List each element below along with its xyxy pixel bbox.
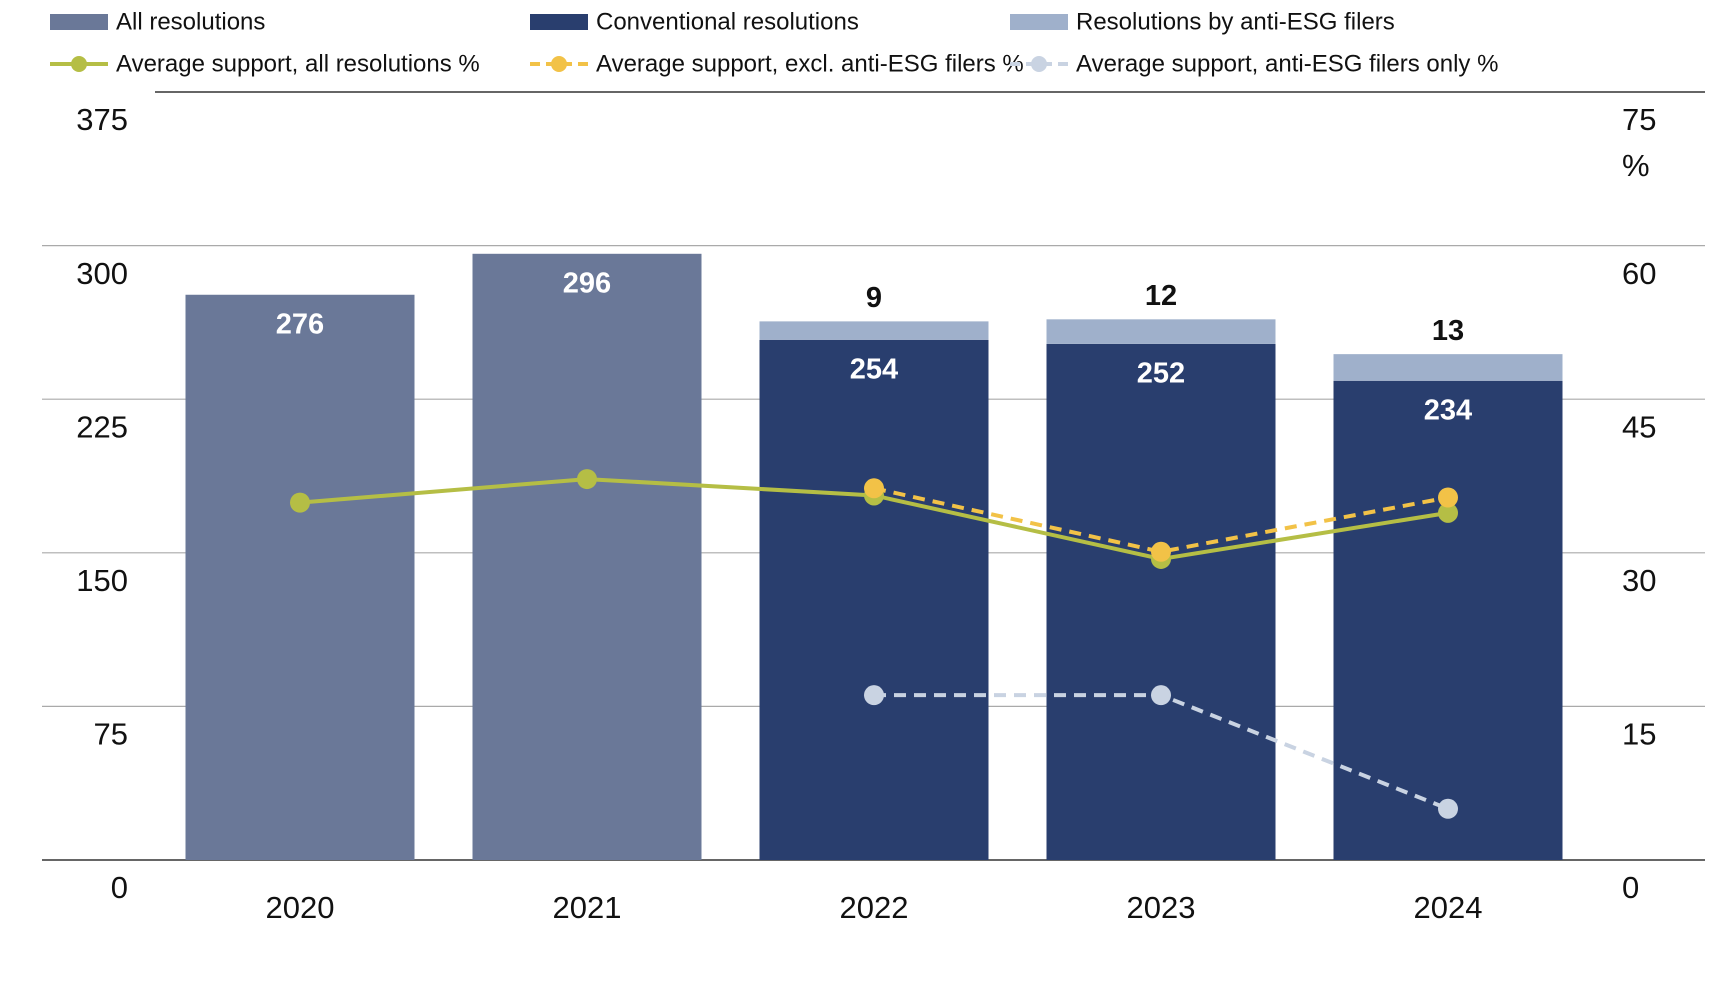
legend-swatch — [1031, 56, 1047, 72]
bar — [759, 339, 989, 861]
y2-tick-label: 45 — [1622, 409, 1656, 444]
legend-swatch — [530, 14, 588, 30]
bar — [1046, 343, 1276, 860]
line-point — [1151, 685, 1171, 706]
line-point — [577, 469, 597, 490]
data-label: 12 — [1145, 280, 1177, 312]
bar — [472, 253, 702, 861]
bar — [185, 294, 415, 860]
legend-label: All resolutions — [116, 8, 265, 35]
legend-swatch — [551, 56, 567, 72]
y-tick-label: 150 — [76, 563, 128, 598]
x-tick-label: 2024 — [1414, 890, 1483, 925]
x-tick-label: 2021 — [553, 890, 622, 925]
line-point — [1438, 487, 1458, 508]
data-label: 9 — [866, 282, 882, 314]
line-point — [1151, 541, 1171, 562]
data-label: 296 — [563, 267, 611, 299]
legend-label: Resolutions by anti-ESG filers — [1076, 8, 1395, 35]
data-label: 276 — [276, 308, 324, 340]
bar — [759, 321, 989, 340]
line-point — [1438, 798, 1458, 819]
line-point — [864, 685, 884, 706]
legend-swatch — [1010, 14, 1068, 30]
y2-tick-label: 30 — [1622, 563, 1656, 598]
y-tick-label: 225 — [76, 409, 128, 444]
y-tick-label: 0 — [111, 870, 128, 905]
legend-label: Average support, anti-ESG filers only % — [1076, 50, 1498, 77]
bar — [1333, 380, 1563, 860]
line — [873, 486, 1449, 554]
x-tick-label: 2022 — [840, 890, 909, 925]
y-tick-label: 375 — [76, 102, 128, 137]
data-label: 252 — [1137, 358, 1185, 390]
data-label: 254 — [850, 353, 898, 385]
data-label: 13 — [1432, 315, 1464, 347]
y2-tick-label: 60 — [1622, 256, 1656, 291]
legend-label: Average support, excl. anti-ESG filers % — [596, 50, 1024, 77]
legend-swatch — [50, 14, 108, 30]
data-label: 234 — [1424, 394, 1472, 426]
y-tick-label: 75 — [94, 717, 128, 752]
bar — [1046, 319, 1276, 344]
y-tick-label: 300 — [76, 256, 128, 291]
legend-label: Average support, all resolutions % — [116, 50, 480, 77]
y2-tick-label: 15 — [1622, 717, 1656, 752]
legend-label: Conventional resolutions — [596, 8, 859, 35]
line-point — [1438, 502, 1458, 523]
line-point — [864, 478, 884, 499]
legend-swatch — [71, 56, 87, 72]
x-tick-label: 2020 — [266, 890, 335, 925]
line-point — [290, 492, 310, 513]
x-tick-label: 2023 — [1127, 890, 1196, 925]
bar — [1333, 354, 1563, 381]
y2-tick-label: 0 — [1622, 870, 1639, 905]
y2-axis-label: % — [1622, 148, 1650, 183]
y2-tick-label: 75 — [1622, 102, 1656, 137]
